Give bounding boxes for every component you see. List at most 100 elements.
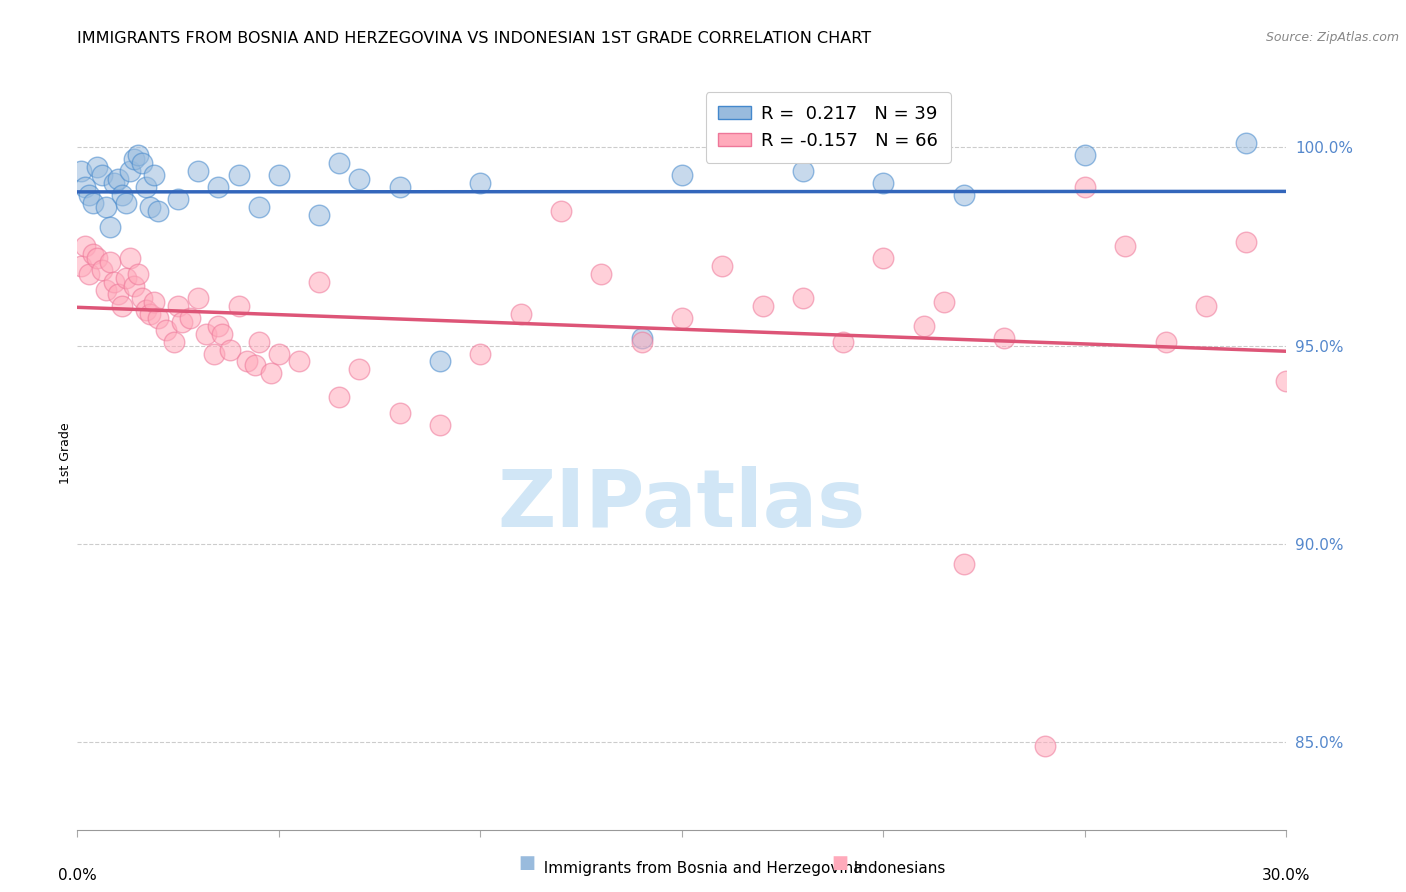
Text: Indonesians: Indonesians (844, 861, 945, 876)
Point (219, 343, 242, 357)
Point (671, 168, 693, 182)
Point (792, 291, 814, 305)
Point (86, 252, 108, 266)
Point (142, 168, 165, 182)
Point (1234, 136, 1257, 151)
Point (122, 279, 145, 293)
Text: ■: ■ (519, 855, 536, 872)
Point (142, 294, 165, 310)
Point (912, 318, 935, 333)
Point (1033, 739, 1056, 754)
Point (122, 152, 145, 166)
Point (792, 164, 814, 178)
Point (711, 259, 734, 273)
Point (98, 255, 121, 269)
Point (111, 187, 134, 202)
Point (90, 168, 112, 182)
Point (1114, 239, 1136, 253)
Text: 30.0%: 30.0% (1263, 869, 1310, 883)
Point (1295, 283, 1317, 297)
Point (139, 307, 162, 321)
Point (70, 259, 93, 273)
Point (146, 203, 169, 218)
Point (94, 283, 117, 297)
Point (470, 176, 492, 190)
Point (235, 354, 257, 368)
Point (79, 267, 101, 281)
Point (228, 299, 250, 313)
Point (127, 267, 149, 281)
Point (308, 208, 330, 222)
Point (1074, 180, 1097, 194)
Point (953, 557, 976, 571)
Point (211, 326, 233, 341)
Point (103, 275, 125, 289)
Point (308, 275, 330, 289)
Point (550, 203, 572, 218)
Point (90, 263, 112, 277)
Point (751, 299, 773, 313)
Point (75, 239, 97, 253)
Point (139, 200, 162, 214)
Point (70, 164, 93, 178)
Point (94, 200, 117, 214)
Point (288, 354, 311, 368)
Point (1234, 235, 1257, 250)
Point (135, 302, 157, 317)
Point (328, 390, 350, 404)
Point (207, 180, 229, 194)
Point (107, 172, 129, 186)
Point (247, 200, 270, 214)
Point (82, 247, 104, 261)
Point (75, 180, 97, 194)
Point (228, 168, 250, 182)
Point (630, 331, 652, 345)
Point (328, 156, 350, 170)
Point (187, 164, 209, 178)
Point (349, 172, 371, 186)
Point (470, 346, 492, 360)
Point (179, 310, 201, 325)
Point (131, 291, 153, 305)
Point (187, 291, 209, 305)
Point (127, 148, 149, 162)
Point (1154, 334, 1177, 349)
Point (202, 346, 225, 360)
Point (429, 417, 451, 432)
Point (388, 406, 411, 420)
Point (1275, 374, 1298, 388)
Text: ZIPatlas: ZIPatlas (498, 467, 866, 544)
Point (932, 294, 955, 310)
Point (111, 299, 134, 313)
Text: Immigrants from Bosnia and Herzegovina: Immigrants from Bosnia and Herzegovina (534, 861, 863, 876)
Point (247, 334, 270, 349)
Point (195, 326, 218, 341)
Point (671, 310, 693, 325)
Text: IMMIGRANTS FROM BOSNIA AND HERZEGOVINA VS INDONESIAN 1ST GRADE CORRELATION CHART: IMMIGRANTS FROM BOSNIA AND HERZEGOVINA V… (77, 31, 872, 46)
Legend: R =  0.217   N = 39, R = -0.157   N = 66: R = 0.217 N = 39, R = -0.157 N = 66 (706, 93, 950, 162)
Point (591, 267, 613, 281)
Point (872, 252, 894, 266)
Point (429, 354, 451, 368)
Point (135, 180, 157, 194)
Text: ■: ■ (831, 855, 848, 872)
Point (832, 334, 855, 349)
Point (131, 156, 153, 170)
Point (993, 331, 1015, 345)
Point (267, 168, 290, 182)
Point (167, 192, 190, 206)
Point (163, 334, 186, 349)
Point (114, 271, 136, 285)
Point (86, 160, 108, 174)
Point (243, 359, 266, 373)
Point (107, 287, 129, 301)
Point (118, 164, 141, 178)
Point (155, 323, 177, 337)
Point (167, 299, 190, 313)
Point (349, 362, 371, 376)
Point (103, 176, 125, 190)
Point (82, 195, 104, 210)
Point (79, 187, 101, 202)
Text: 0.0%: 0.0% (58, 869, 97, 883)
Point (1195, 299, 1218, 313)
